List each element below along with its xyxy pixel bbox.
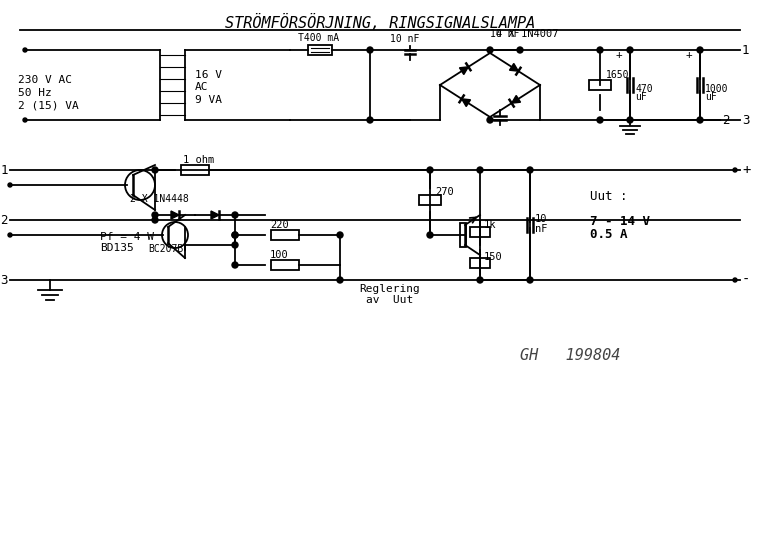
Circle shape [232,262,238,268]
Text: BC207B: BC207B [148,244,183,254]
Text: GH   199804: GH 199804 [520,348,620,363]
Circle shape [152,167,158,173]
Text: 3: 3 [742,113,749,126]
Circle shape [697,47,703,53]
Circle shape [733,168,737,172]
Circle shape [337,277,343,283]
Text: 2: 2 [1,213,8,226]
Bar [308,45,332,55]
Circle shape [232,232,238,238]
Text: 2: 2 [722,113,730,126]
Circle shape [597,117,603,123]
Circle shape [627,117,633,123]
Text: 10: 10 [535,214,547,224]
Circle shape [733,278,737,282]
Circle shape [427,232,433,238]
Bar [271,230,299,240]
Text: 150: 150 [484,252,503,262]
Polygon shape [509,64,518,71]
Text: uF: uF [705,92,717,102]
Text: +: + [616,50,622,60]
Text: 270: 270 [435,187,454,197]
Circle shape [597,47,603,53]
Text: 470: 470 [635,84,653,94]
Text: Reglering: Reglering [359,284,420,294]
Polygon shape [460,67,468,75]
Bar [460,223,466,247]
Text: 50 Hz: 50 Hz [18,88,52,98]
Text: av  Uut: av Uut [366,295,413,305]
Circle shape [23,48,27,52]
Text: 2 X 1N4448: 2 X 1N4448 [130,194,188,204]
Circle shape [337,232,343,238]
Circle shape [627,47,633,53]
Circle shape [367,117,373,123]
Polygon shape [171,211,179,219]
Circle shape [477,167,483,173]
Circle shape [125,170,155,200]
Text: 1000: 1000 [705,84,729,94]
Text: T400 mA: T400 mA [298,33,339,43]
Circle shape [152,212,158,218]
Text: nF: nF [535,224,547,234]
Circle shape [232,242,238,248]
Bar [271,260,299,270]
Circle shape [527,167,533,173]
Text: -: - [742,273,750,287]
Text: 10 nF: 10 nF [390,34,420,44]
Text: 3: 3 [1,273,8,287]
Circle shape [477,277,483,283]
Circle shape [232,232,238,238]
Text: BD135: BD135 [100,243,134,253]
Circle shape [8,233,12,237]
Text: +: + [686,50,693,60]
Circle shape [152,217,158,223]
Text: 230 V AC: 230 V AC [18,75,72,85]
Circle shape [697,117,703,123]
Text: 1650: 1650 [606,70,629,80]
Circle shape [162,222,188,248]
Text: 100: 100 [270,250,289,260]
Polygon shape [211,211,219,219]
Text: 1: 1 [742,44,749,57]
Text: 7 - 14 V: 7 - 14 V [590,215,650,228]
Circle shape [367,47,373,53]
Circle shape [487,117,493,123]
Circle shape [8,183,12,187]
Circle shape [23,118,27,122]
Circle shape [232,212,238,218]
Circle shape [427,167,433,173]
Text: 220: 220 [270,220,289,230]
Bar [181,165,209,175]
Text: Pf = 4 W: Pf = 4 W [100,232,154,242]
Text: AC: AC [195,82,208,92]
Text: 1k: 1k [484,220,496,230]
Bar [589,80,611,90]
Text: STRÖMFÖRSÖRJNING, RINGSIGNALSLAMPA: STRÖMFÖRSÖRJNING, RINGSIGNALSLAMPA [225,14,535,30]
Text: Uut :: Uut : [590,190,628,203]
Polygon shape [461,99,470,106]
Bar [470,258,490,268]
Circle shape [527,277,533,283]
Text: 10 nF: 10 nF [490,29,519,39]
Circle shape [487,47,493,53]
Text: 4 X 1N4007: 4 X 1N4007 [496,29,559,39]
Circle shape [517,47,523,53]
Text: 9 VA: 9 VA [195,95,222,105]
Text: 2 (15) VA: 2 (15) VA [18,101,79,111]
Bar [419,195,441,205]
Text: 1: 1 [1,164,8,177]
Polygon shape [511,96,521,103]
Bar [470,227,490,237]
Text: 1 ohm: 1 ohm [183,155,214,165]
Text: uF: uF [635,92,647,102]
Text: +: + [742,163,750,177]
Text: 16 V: 16 V [195,70,222,80]
Text: 0.5 A: 0.5 A [590,228,628,241]
